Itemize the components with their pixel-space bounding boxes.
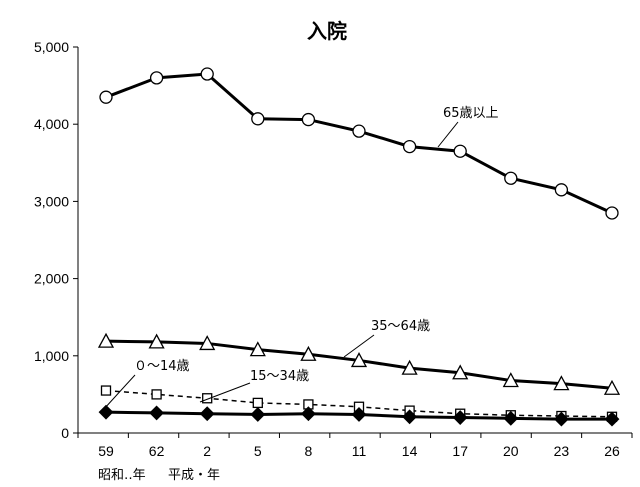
diamond-marker — [351, 407, 367, 422]
triangle-marker — [603, 379, 621, 395]
circle-marker — [301, 112, 316, 127]
triangle-marker — [97, 332, 115, 348]
square-marker — [100, 385, 112, 396]
diamond-marker — [250, 407, 266, 422]
y-tick-label: 1,000 — [34, 348, 69, 364]
triangle-marker — [148, 333, 165, 349]
series-label-leader — [343, 334, 375, 358]
axes: 0 1,000 2,000 3,000 4,000 5,000 59 62 2 5 8 11 14 17 2… — [34, 39, 633, 483]
series-line — [105, 72, 613, 215]
circle-marker — [504, 171, 518, 185]
triangle-marker — [401, 359, 418, 375]
x-tick-label: 26 — [604, 443, 620, 459]
diamond-marker — [98, 404, 114, 420]
triangle-marker — [502, 372, 519, 388]
era-label: 昭和‥年 — [98, 468, 146, 483]
chart-title: 入院 — [307, 19, 347, 43]
circle-marker — [149, 71, 164, 85]
series-label-leader — [437, 121, 459, 148]
circle-marker — [352, 124, 366, 138]
series-label: 65歳以上 — [443, 106, 499, 121]
diamond-marker — [402, 409, 418, 425]
triangle-marker — [553, 375, 570, 391]
x-tick-label: 2 — [203, 443, 211, 459]
diamond-marker — [199, 406, 215, 422]
x-tick-label: 59 — [98, 443, 114, 459]
x-tick-label: 11 — [352, 443, 367, 459]
square-marker — [252, 397, 263, 409]
diamond-marker — [604, 411, 620, 427]
series-label: ０～14歳 — [134, 359, 190, 374]
triangle-marker — [452, 364, 469, 380]
x-tick-label: 20 — [503, 443, 519, 459]
square-marker — [151, 389, 162, 400]
triangle-marker — [300, 345, 317, 361]
series-label: 35～64歳 — [371, 319, 430, 334]
circle-marker — [200, 67, 214, 81]
series-markers — [97, 67, 621, 427]
circle-marker — [402, 139, 417, 154]
x-tick-label: 8 — [305, 443, 313, 459]
circle-marker — [605, 206, 619, 220]
circle-marker — [554, 183, 569, 197]
diamond-marker — [452, 410, 468, 425]
x-tick-label: 62 — [149, 443, 165, 459]
series-label-leader — [199, 382, 251, 403]
square-marker — [202, 393, 213, 404]
circle-marker — [99, 90, 113, 104]
series-label: 15～34歳 — [250, 369, 309, 384]
series-label-leader — [103, 374, 136, 410]
x-tick-label: 14 — [402, 443, 418, 459]
series-labels: 65歳以上 35～64歳 15～34歳 ０～14歳 — [103, 106, 499, 410]
x-tick-label: 17 — [452, 443, 468, 459]
diamond-marker — [300, 406, 316, 422]
x-tick-label: 5 — [254, 443, 262, 459]
circle-marker — [251, 112, 265, 126]
y-tick-label: 0 — [61, 425, 69, 441]
era-label: 平成・年 — [168, 468, 220, 483]
diamond-marker — [553, 411, 569, 427]
triangle-marker — [350, 352, 368, 368]
y-tick-label: 3,000 — [34, 193, 69, 209]
diamond-marker — [149, 405, 165, 421]
diamond-marker — [503, 410, 519, 426]
triangle-marker — [199, 335, 216, 351]
y-tick-label: 4,000 — [34, 116, 69, 132]
y-tick-label: 5,000 — [34, 39, 69, 55]
triangle-marker — [249, 341, 266, 357]
y-tick-label: 2,000 — [34, 271, 69, 287]
circle-marker — [453, 144, 467, 158]
x-tick-label: 23 — [554, 443, 570, 459]
